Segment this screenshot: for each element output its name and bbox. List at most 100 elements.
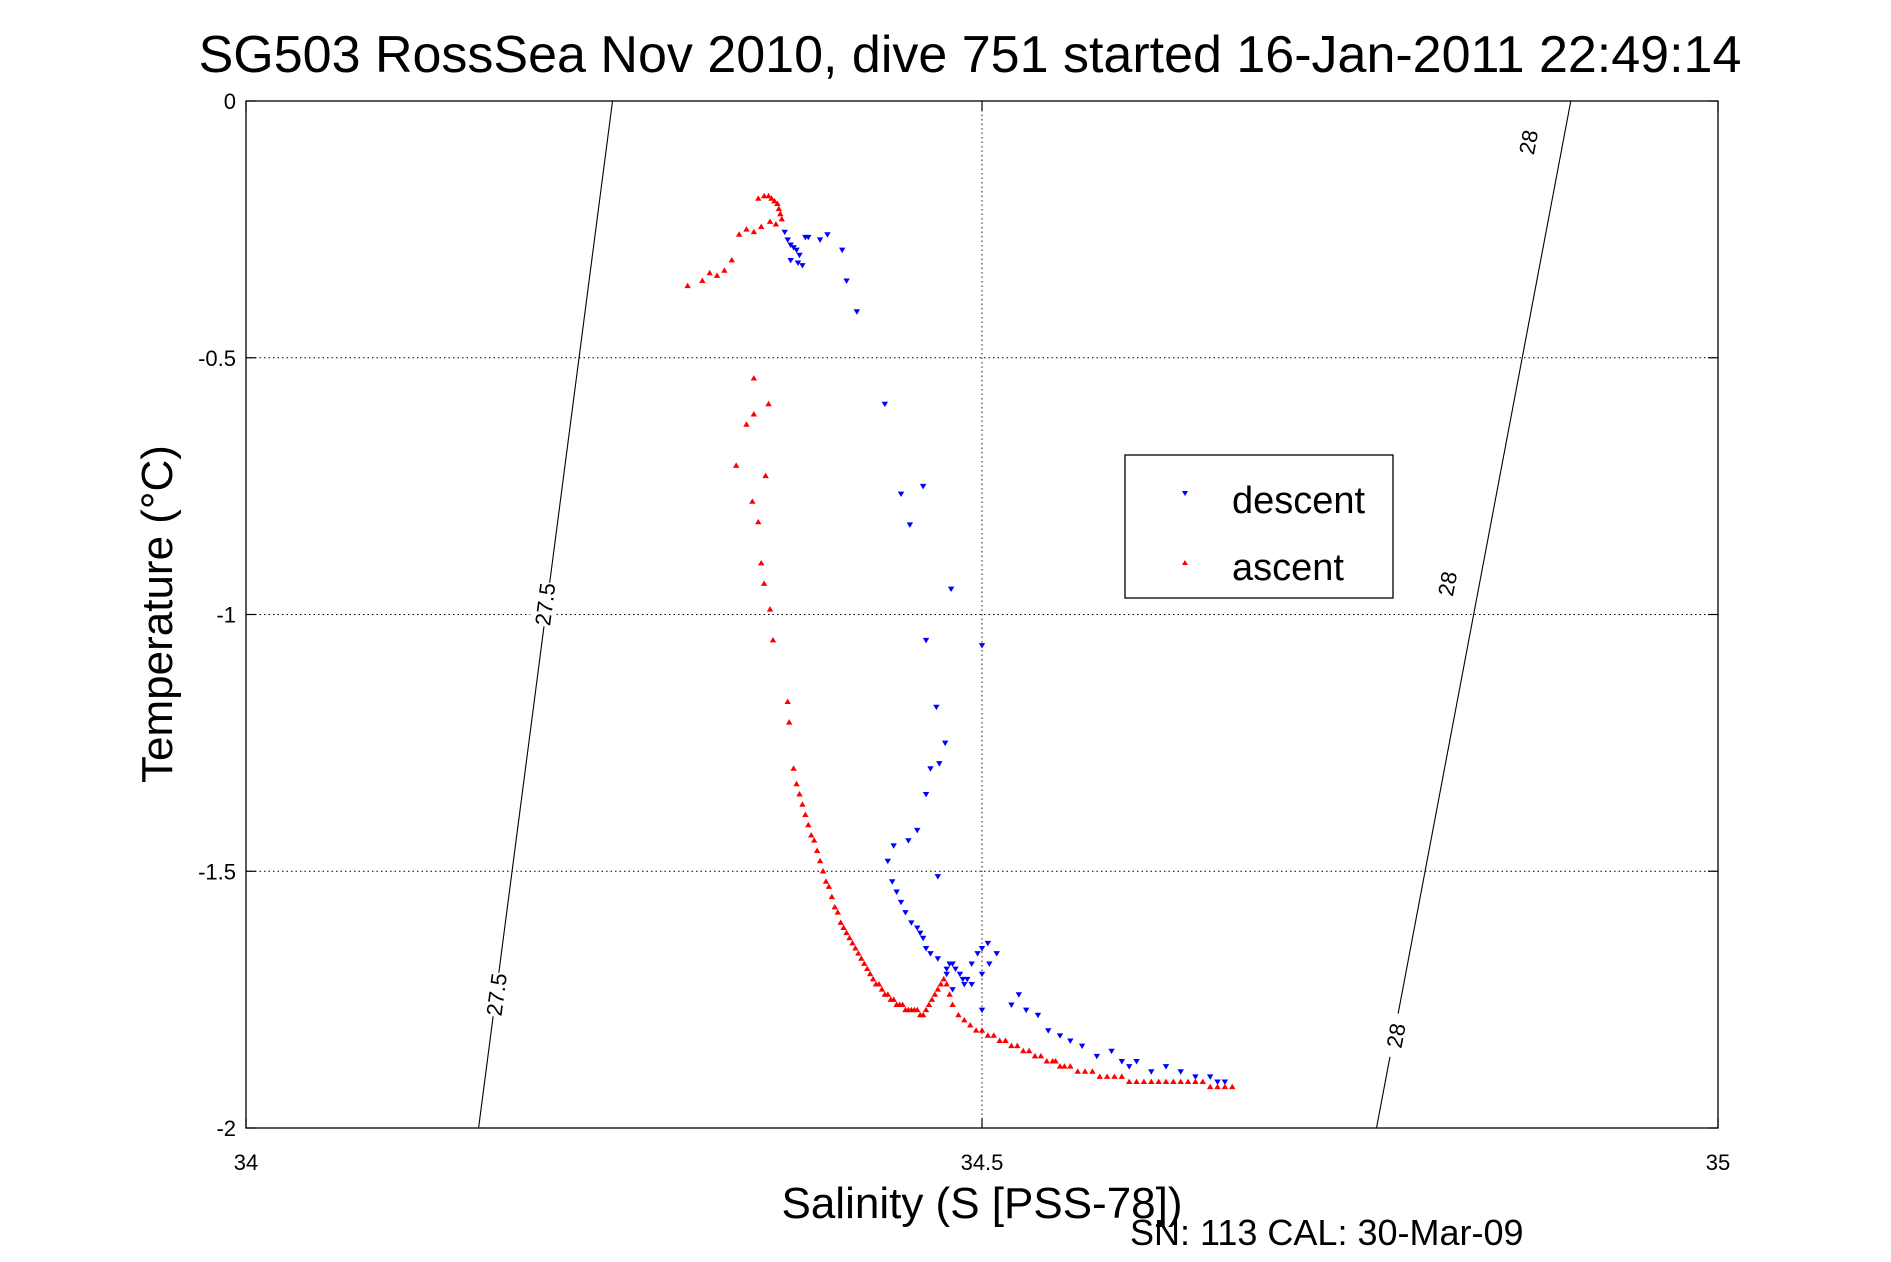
ascent-point xyxy=(934,986,942,992)
descent-point xyxy=(964,976,971,983)
descent-point xyxy=(1133,1059,1140,1065)
ascent-point xyxy=(1031,1052,1039,1059)
ascent-point xyxy=(1014,1042,1021,1049)
descent-point xyxy=(919,935,927,942)
descent-point xyxy=(933,704,940,711)
ascent-point xyxy=(735,231,743,237)
x-tick-label: 34.5 xyxy=(961,1150,1004,1175)
descent-point xyxy=(1093,1053,1101,1060)
ascent-point xyxy=(1148,1078,1155,1085)
ascent-point xyxy=(766,606,774,612)
ascent-point xyxy=(1126,1078,1133,1085)
x-tick-label: 34 xyxy=(234,1150,258,1175)
descent-point xyxy=(897,899,905,906)
ascent-point xyxy=(805,821,812,828)
ascent-point xyxy=(843,929,850,936)
descent-point xyxy=(816,237,824,243)
descent-point xyxy=(986,961,993,967)
descent-point xyxy=(794,260,802,266)
y-tick-label: -1.5 xyxy=(198,859,236,884)
ascent-point xyxy=(766,218,774,224)
descent-point xyxy=(968,961,975,967)
isopycnal-label-text: 28 xyxy=(1514,128,1543,157)
ascent-point xyxy=(866,970,874,977)
ascent-point xyxy=(840,924,847,930)
y-tick-label: 0 xyxy=(224,89,236,114)
ascent-point xyxy=(1025,1047,1033,1054)
ascent-point xyxy=(878,986,886,992)
ascent-point xyxy=(990,1032,997,1038)
axis-ticks: 34 34.5 35 0 -0.5 -1 -1.5 -2 xyxy=(198,89,1730,1175)
ascent-point xyxy=(863,965,871,972)
ascent-point xyxy=(749,498,756,504)
ascent-point xyxy=(1199,1078,1206,1085)
descent-point xyxy=(784,237,791,243)
descent-point xyxy=(906,522,914,528)
descent-point xyxy=(799,263,806,269)
ascent-point xyxy=(925,1001,933,1007)
ascent-point xyxy=(1002,1037,1009,1043)
ascent-point xyxy=(1170,1078,1177,1085)
descent-point xyxy=(893,889,900,895)
descent-point xyxy=(922,946,930,952)
ascent-point xyxy=(819,868,827,874)
isopycnal-label-text: 28 xyxy=(1382,1021,1411,1050)
descent-point xyxy=(914,827,921,834)
ascent-point xyxy=(899,1001,906,1007)
ascent-point xyxy=(852,945,859,951)
ascent-point xyxy=(1206,1083,1214,1090)
isopycnal-label-bg xyxy=(1378,1011,1413,1060)
descent-point xyxy=(916,930,924,937)
descent-point xyxy=(942,740,949,747)
descent-point xyxy=(1214,1079,1221,1085)
ascent-point xyxy=(1133,1078,1140,1085)
descent-point xyxy=(1067,1038,1074,1044)
ascent-point xyxy=(943,981,950,987)
ascent-point xyxy=(762,472,769,479)
descent-point xyxy=(884,858,891,865)
isopycnal-label: 28 xyxy=(1378,1011,1413,1060)
ascent-point xyxy=(1214,1083,1221,1090)
ascent-point xyxy=(790,765,797,771)
ascent-point xyxy=(774,200,781,206)
descent-point xyxy=(922,637,930,644)
ascent-point xyxy=(760,580,768,586)
ascent-point xyxy=(861,960,868,966)
ascent-point xyxy=(875,981,883,987)
ascent-point xyxy=(1118,1073,1126,1079)
ascent-point xyxy=(949,1001,956,1007)
descent-point xyxy=(956,971,964,978)
ascent-point xyxy=(775,205,783,212)
ascent-point xyxy=(706,269,713,276)
descent-point xyxy=(1045,1028,1052,1034)
descent-point xyxy=(1078,1043,1086,1050)
descent-point xyxy=(978,1007,986,1014)
ascent-point xyxy=(808,832,815,838)
ascent-point xyxy=(755,195,762,201)
ascent-point xyxy=(768,195,775,201)
ascent-point xyxy=(816,857,824,864)
descent-point xyxy=(1162,1064,1170,1070)
ascent-point xyxy=(750,228,758,235)
ascent-point xyxy=(743,421,750,427)
x-axis-label: Salinity (S [PSS-78]) xyxy=(781,1179,1182,1228)
descent-point xyxy=(947,586,955,593)
ascent-point xyxy=(946,991,953,997)
descent-point xyxy=(853,309,861,315)
isopycnal-label: 28 xyxy=(1430,559,1465,608)
descent-point xyxy=(952,966,959,973)
ascent-point xyxy=(1037,1052,1045,1059)
descent-point xyxy=(914,925,921,931)
descent-point xyxy=(959,976,967,983)
isopycnal-label: 27.5 xyxy=(480,970,512,1018)
ascent-point xyxy=(937,981,944,987)
descent-point xyxy=(1192,1074,1199,1080)
isopycnal-label-bg xyxy=(1430,559,1465,608)
ascent-point xyxy=(834,909,841,915)
ascent-point xyxy=(772,221,780,227)
descent-point xyxy=(908,920,915,926)
descent-point xyxy=(1022,1007,1030,1014)
ascent-point xyxy=(713,272,721,278)
legend-ascent-marker xyxy=(1182,560,1188,565)
descent-point xyxy=(978,643,986,649)
